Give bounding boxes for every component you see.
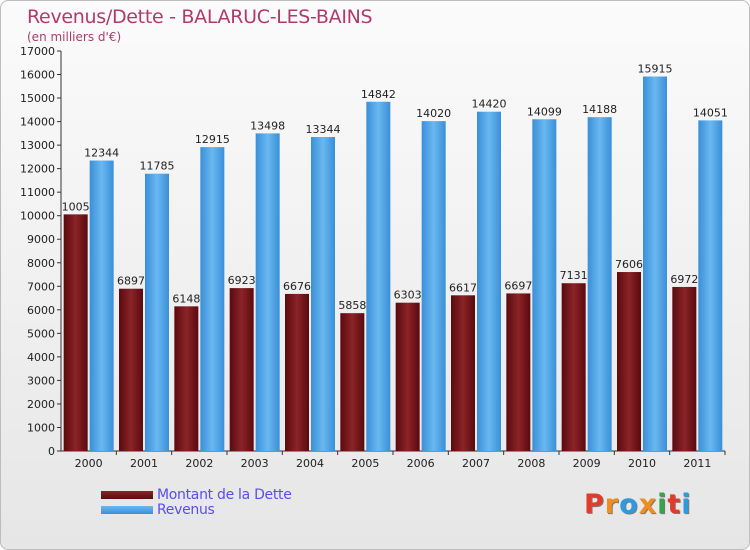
- x-tick-label: 2011: [683, 457, 711, 470]
- data-label-dette: 6148: [172, 292, 200, 305]
- y-tick-label: 2000: [27, 398, 55, 411]
- y-tick-label: 11000: [20, 186, 55, 199]
- data-label-revenus: 14099: [527, 105, 562, 118]
- y-tick-label: 16000: [20, 69, 55, 82]
- data-label-dette: 6923: [228, 274, 256, 287]
- bar-revenus: [532, 119, 557, 452]
- x-tick-label: 2007: [462, 457, 490, 470]
- data-label-revenus: 14420: [472, 98, 507, 111]
- legend-item-revenus: Revenus: [101, 501, 292, 518]
- y-tick-label: 1000: [27, 421, 55, 434]
- bar-dette: [672, 286, 697, 451]
- x-tick-label: 2006: [407, 457, 435, 470]
- y-tick-label: 14000: [20, 116, 55, 129]
- data-label-dette: 6972: [670, 273, 698, 286]
- x-tick-label: 2004: [296, 457, 324, 470]
- data-label-dette: 5858: [338, 299, 366, 312]
- bar-dette: [285, 293, 309, 451]
- x-tick-label: 2003: [241, 457, 269, 470]
- y-tick-label: 9000: [27, 233, 55, 246]
- data-label-dette: 6676: [283, 280, 311, 293]
- bar-dette: [395, 302, 420, 451]
- bar-revenus: [255, 133, 280, 451]
- bar-dette: [340, 313, 365, 451]
- legend-item-dette: Montant de la Dette: [101, 486, 292, 503]
- bar-revenus: [587, 117, 612, 451]
- x-tick-label: 2010: [628, 457, 656, 470]
- x-tick-label: 2009: [573, 457, 601, 470]
- y-tick-label: 3000: [27, 374, 55, 387]
- bar-dette: [63, 214, 88, 451]
- bar-revenus: [145, 173, 169, 452]
- data-label-revenus: 12344: [84, 147, 119, 160]
- data-label-dette: 7606: [615, 258, 643, 271]
- chart-subtitle: (en milliers d'€): [27, 30, 122, 44]
- data-label-revenus: 14020: [416, 107, 451, 120]
- y-tick-label: 10000: [20, 210, 55, 223]
- proxiti-logo: Proxiti: [584, 489, 692, 520]
- data-label-dette: 6697: [504, 279, 532, 292]
- data-label-dette: 6617: [449, 281, 477, 294]
- data-label-revenus: 13498: [250, 119, 285, 132]
- bar-revenus: [643, 76, 667, 451]
- bar-revenus: [89, 160, 114, 451]
- legend-swatch-dette: [101, 490, 153, 499]
- x-tick-label: 2002: [185, 457, 213, 470]
- legend-swatch-revenus: [101, 505, 153, 514]
- data-label-dette: 7131: [560, 269, 588, 282]
- data-label-revenus: 14842: [361, 88, 396, 101]
- x-tick-label: 2000: [75, 457, 103, 470]
- x-tick-label: 2005: [351, 457, 379, 470]
- data-label-revenus: 14188: [582, 103, 617, 116]
- legend-label-revenus: Revenus: [157, 501, 215, 518]
- y-tick-label: 13000: [20, 139, 55, 152]
- chart-title: Revenus/Dette - BALARUC-LES-BAINS: [27, 6, 373, 28]
- legend-label-dette: Montant de la Dette: [157, 486, 292, 503]
- data-label-revenus: 15915: [638, 63, 673, 76]
- x-tick-label: 2008: [517, 457, 545, 470]
- bar-revenus: [200, 147, 225, 451]
- y-tick-label: 17000: [20, 45, 55, 58]
- bar-dette: [506, 293, 531, 451]
- data-label-dette: 6897: [117, 275, 145, 288]
- y-tick-label: 12000: [20, 163, 55, 176]
- bar-dette: [617, 272, 641, 451]
- bar-dette: [451, 295, 475, 451]
- x-tick-label: 2001: [130, 457, 158, 470]
- bar-revenus: [477, 111, 501, 452]
- bar-revenus: [698, 120, 723, 451]
- legend: Montant de la Dette Revenus: [101, 486, 292, 518]
- y-tick-label: 6000: [27, 304, 55, 317]
- data-label-dette: 1005: [62, 200, 90, 213]
- y-tick-label: 15000: [20, 92, 55, 105]
- bar-dette: [561, 283, 586, 451]
- data-label-revenus: 13344: [306, 123, 341, 136]
- data-label-revenus: 14051: [693, 106, 728, 119]
- data-label-dette: 6303: [394, 289, 422, 302]
- y-tick-label: 8000: [27, 257, 55, 270]
- y-tick-label: 5000: [27, 327, 55, 340]
- bar-dette: [174, 306, 199, 451]
- bar-dette: [229, 288, 254, 451]
- data-label-revenus: 12915: [195, 133, 230, 146]
- bar-revenus: [421, 121, 446, 451]
- y-tick-label: 7000: [27, 280, 55, 293]
- bar-revenus: [311, 137, 335, 451]
- y-tick-label: 4000: [27, 351, 55, 364]
- data-label-revenus: 11785: [140, 160, 175, 173]
- bar-revenus: [366, 101, 391, 451]
- bar-dette: [119, 288, 143, 451]
- y-tick-label: 0: [48, 445, 55, 458]
